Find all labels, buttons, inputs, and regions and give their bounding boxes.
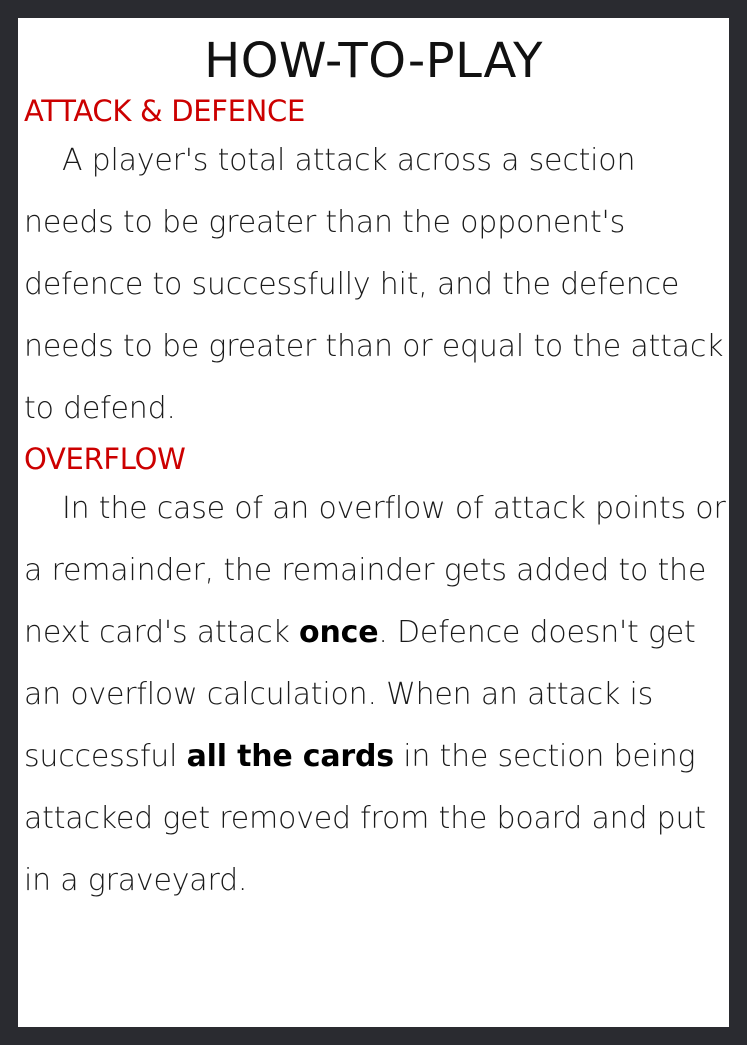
overflow-text: In the case of an overflow of attack poi… xyxy=(24,478,729,912)
page-title: HOW-TO-PLAY xyxy=(204,33,543,89)
emphasis-all-the-cards: all the cards xyxy=(186,739,395,774)
overflow-text-part3: in the section being attacked get remove… xyxy=(24,739,706,898)
how-to-play-panel: HOW-TO-PLAY ATTACK & DEFENCE A player's … xyxy=(18,18,729,1027)
overflow-text-part1: In the case of an overflow of attack poi… xyxy=(24,491,726,650)
section-heading-attack-defence: ATTACK & DEFENCE xyxy=(24,94,306,128)
section-heading-overflow: OVERFLOW xyxy=(24,442,186,476)
attack-defence-text: A player's total attack across a section… xyxy=(24,143,724,426)
emphasis-once: once xyxy=(299,615,379,650)
overflow-text-part2: . Defence doesn't get an overflow calcul… xyxy=(24,615,696,774)
